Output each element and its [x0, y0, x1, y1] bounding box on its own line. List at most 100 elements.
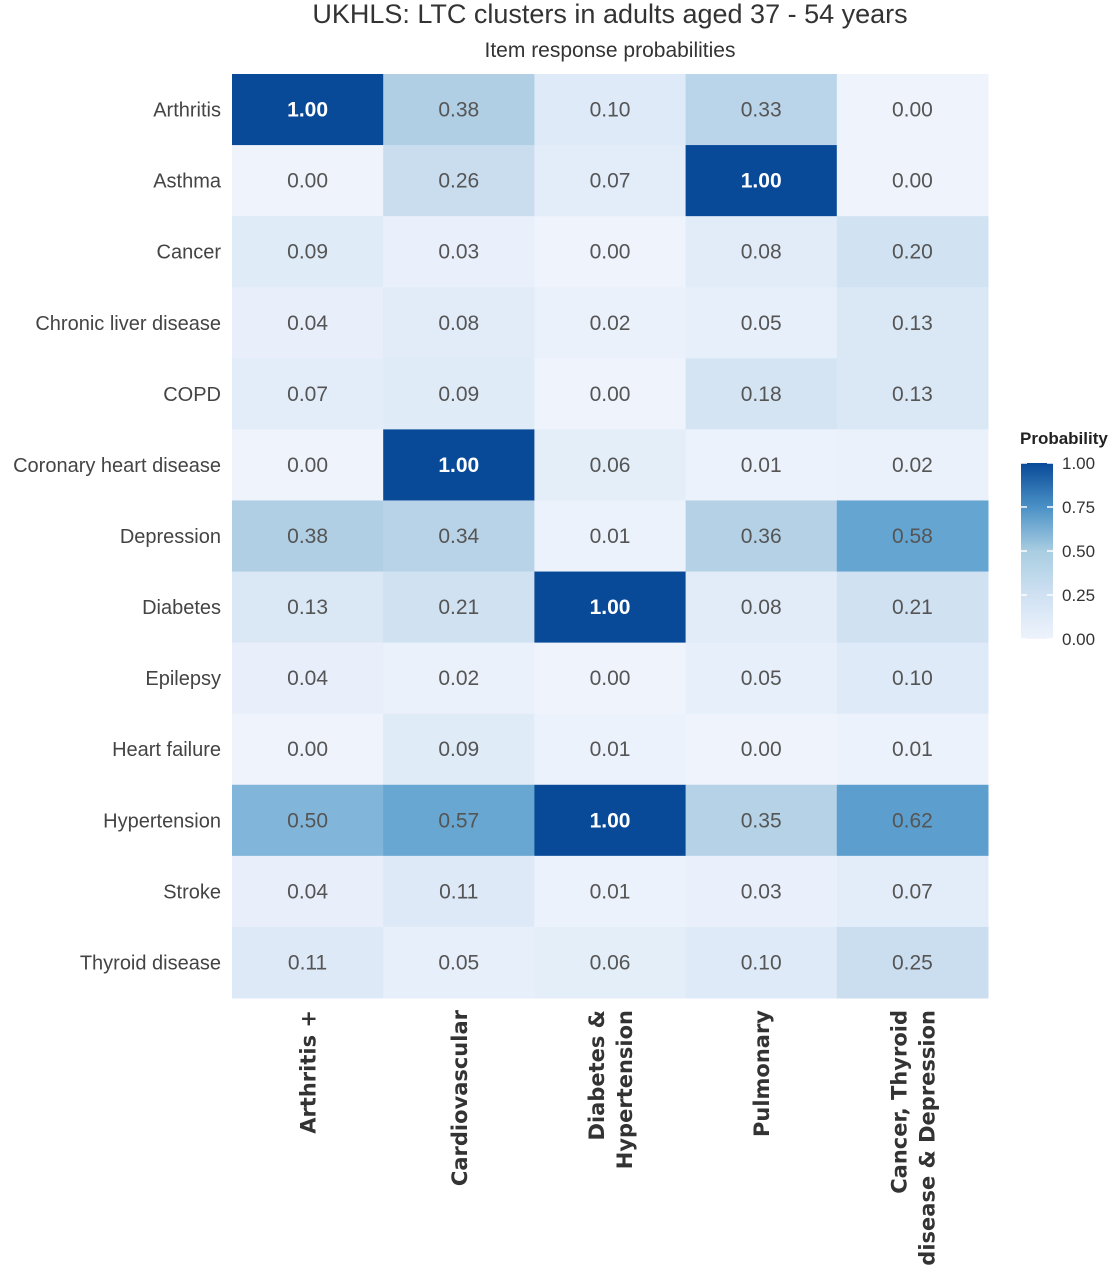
column-label-line: Diabetes & — [585, 1010, 609, 1140]
heatmap-cell — [383, 287, 535, 359]
cell-value-label: 0.13 — [287, 596, 328, 619]
heatmap-cell — [383, 855, 535, 928]
cell-value-label: 0.00 — [892, 170, 933, 193]
heatmap-cell — [534, 713, 687, 786]
heatmap-cell — [383, 145, 535, 217]
cell-value-label: 1.00 — [741, 170, 782, 193]
column-labels: Arthritis + Cardiovascular Diabetes & Hyper… — [297, 1009, 940, 1265]
cell-value-label: 0.01 — [590, 880, 631, 903]
cell-value-label: 0.02 — [438, 667, 479, 690]
heatmap-cell — [383, 358, 535, 430]
chart-subtitle: Item response probabilities — [485, 39, 736, 62]
heatmap-cell — [836, 74, 989, 146]
cell-value-label: 0.62 — [892, 809, 933, 832]
heatmap-cell — [534, 216, 687, 288]
cell-value-label: 0.01 — [892, 738, 933, 761]
cell-value-label: 0.00 — [590, 667, 631, 690]
cell-value-label: 0.01 — [590, 525, 631, 548]
heatmap-cell — [836, 145, 989, 217]
cell-value-label: 0.11 — [439, 880, 478, 903]
cell-value-label: 0.06 — [590, 951, 631, 974]
heatmap-cell — [685, 287, 838, 359]
heatmap-cell — [232, 855, 384, 928]
cell-value-label: 0.35 — [741, 809, 782, 832]
heatmap-cell — [685, 571, 838, 644]
cell-value-label: 0.00 — [590, 241, 631, 264]
cell-value-label: 0.07 — [892, 880, 933, 903]
chart-title: UKHLS: LTC clusters in adults aged 37 - … — [312, 0, 907, 29]
heatmap-cell — [685, 429, 838, 501]
heatmap-cell — [685, 713, 838, 786]
heatmap-cell — [685, 855, 838, 928]
cell-value-label: 0.08 — [741, 241, 782, 264]
legend-ticks: 1.00 0.75 0.50 0.25 0.00 — [1021, 454, 1095, 649]
heatmap-cell — [534, 429, 687, 501]
cell-value-label: 0.05 — [438, 951, 479, 974]
heatmap-cell — [232, 74, 384, 146]
legend-title: Probability — [1020, 429, 1108, 448]
heatmap-cell — [534, 642, 687, 715]
heatmap-cell — [232, 642, 384, 715]
cell-value-label: 0.02 — [590, 312, 631, 335]
cell-value-label: 0.08 — [741, 596, 782, 619]
heatmap-cell — [232, 216, 384, 288]
legend-tick-label: 0.00 — [1062, 630, 1095, 649]
cell-value-label: 0.04 — [287, 312, 328, 335]
cell-value-label: 0.13 — [892, 383, 933, 406]
row-label: Epilepsy — [145, 668, 221, 690]
heatmap-cell — [836, 784, 989, 857]
cell-value-label: 0.18 — [741, 383, 782, 406]
cell-value-label: 0.10 — [590, 99, 631, 122]
row-labels: Arthritis Asthma Cancer Chronic liver disea… — [13, 100, 222, 975]
heatmap-cell — [232, 429, 384, 501]
legend-tick-label: 0.25 — [1062, 586, 1095, 605]
legend-tick-label: 0.50 — [1062, 542, 1095, 561]
column-label: Pulmonary — [750, 1010, 774, 1137]
cell-value-label: 0.36 — [741, 525, 782, 548]
cell-value-label: 0.38 — [438, 99, 479, 122]
row-label: Hypertension — [103, 810, 221, 832]
cell-value-label: 0.06 — [590, 454, 631, 477]
cell-value-label: 0.00 — [892, 99, 933, 122]
heatmap-cell — [534, 500, 687, 573]
heatmap-cell — [685, 216, 838, 288]
cell-value-label: 0.05 — [741, 667, 782, 690]
column-label: Arthritis + — [297, 1010, 321, 1134]
heatmap-cell — [534, 571, 687, 644]
row-label: Arthritis — [153, 100, 221, 122]
heatmap-cell — [836, 571, 989, 644]
cell-value-label: 0.13 — [892, 312, 933, 335]
cell-value-label: 0.07 — [590, 170, 631, 193]
column-label-line: disease & Depression — [915, 1010, 939, 1266]
cell-value-label: 0.26 — [438, 170, 479, 193]
heatmap-cell — [836, 358, 989, 430]
heatmap-cell — [836, 642, 989, 715]
heatmap-cell — [685, 926, 838, 999]
cell-value-label: 0.57 — [438, 809, 479, 832]
legend-tick-label: 1.00 — [1062, 454, 1095, 473]
cell-value-label: 0.05 — [741, 312, 782, 335]
heatmap-cells: 1.00 0.38 0.10 0.33 0.00 0.00 0.26 0.07 1.00 0.00… — [232, 74, 989, 999]
column-label-line: Hypertension — [613, 1010, 637, 1169]
cell-value-label: 0.09 — [438, 383, 479, 406]
heatmap-cell — [836, 855, 989, 928]
heatmap-cell — [383, 926, 535, 999]
cell-value-label: 0.50 — [287, 809, 328, 832]
cell-value-label: 1.00 — [590, 809, 631, 832]
heatmap-cell — [836, 216, 989, 288]
heatmap-cell — [534, 784, 687, 857]
cell-value-label: 0.58 — [892, 525, 933, 548]
heatmap-cell — [534, 145, 687, 217]
cell-value-label: 0.03 — [438, 241, 479, 264]
heatmap-cell — [383, 74, 535, 146]
row-label: Cancer — [157, 242, 222, 264]
cell-value-label: 1.00 — [287, 99, 328, 122]
cell-value-label: 0.00 — [741, 738, 782, 761]
column-label-line: Arthritis + — [297, 1010, 321, 1134]
cell-value-label: 0.09 — [287, 241, 328, 264]
cell-value-label: 0.00 — [590, 383, 631, 406]
heatmap-cell — [685, 74, 838, 146]
row-label: Heart failure — [112, 739, 221, 761]
heatmap-cell — [383, 429, 535, 501]
